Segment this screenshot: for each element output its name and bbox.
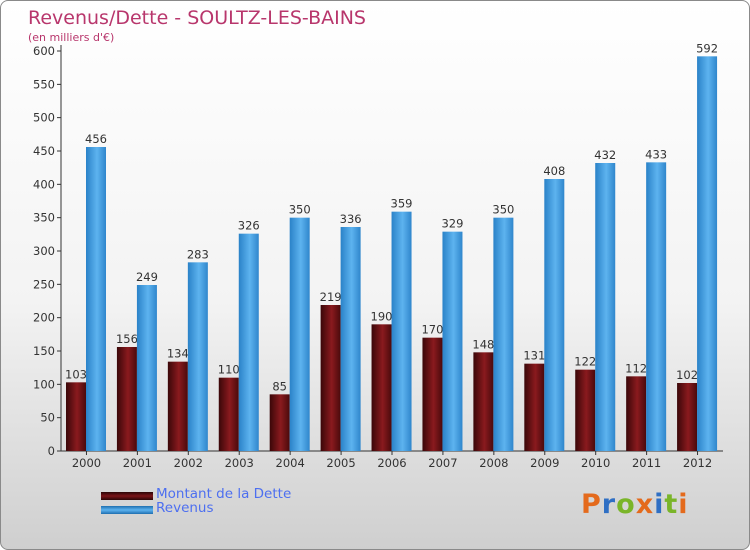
data-label-revenue: 433: [645, 147, 667, 161]
y-tick-label: 250: [33, 277, 55, 291]
data-label-revenue: 329: [441, 217, 463, 231]
logo-letter: P: [581, 489, 602, 520]
y-tick-label: 100: [33, 377, 55, 391]
logo-letter: i: [654, 489, 665, 520]
bar-debt: [218, 377, 239, 451]
proxiti-logo: Proxiti: [581, 489, 689, 520]
data-label-debt: 102: [676, 368, 698, 382]
data-label-debt: 85: [272, 379, 287, 393]
y-tick-label: 50: [40, 411, 55, 425]
data-label-debt: 170: [421, 323, 443, 337]
x-tick-label: 2012: [683, 456, 712, 470]
y-tick-label: 200: [33, 311, 55, 325]
x-tick-label: 2002: [174, 456, 203, 470]
data-label-revenue: 456: [85, 132, 107, 146]
bar-revenue: [187, 262, 208, 451]
data-label-revenue: 592: [696, 41, 718, 55]
bar-revenue: [136, 285, 157, 451]
bar-debt: [320, 305, 341, 451]
logo-letter: r: [601, 489, 617, 520]
data-label-debt: 190: [371, 309, 393, 323]
y-tick-label: 550: [33, 77, 55, 91]
x-tick-label: 2003: [225, 456, 254, 470]
legend-label-revenue: Revenus: [156, 500, 214, 516]
x-tick-label: 2008: [479, 456, 508, 470]
data-label-revenue: 336: [340, 212, 362, 226]
bar-revenue: [238, 233, 259, 451]
logo-letter: o: [616, 489, 636, 520]
bar-debt: [473, 352, 494, 451]
x-tick-label: 2009: [530, 456, 559, 470]
logo-letter: x: [635, 489, 655, 520]
x-tick-label: 2006: [377, 456, 406, 470]
bar-debt: [626, 376, 647, 451]
legend-swatch-revenue: [101, 506, 153, 514]
data-label-debt: 219: [320, 290, 342, 304]
y-tick-label: 300: [33, 244, 55, 258]
y-tick-label: 600: [33, 44, 55, 58]
data-label-debt: 112: [625, 361, 647, 375]
data-label-revenue: 283: [187, 247, 209, 261]
data-label-revenue: 350: [492, 203, 514, 217]
y-tick-label: 350: [33, 211, 55, 225]
bar-debt: [269, 394, 290, 451]
data-label-debt: 103: [65, 367, 87, 381]
bar-revenue: [544, 179, 565, 451]
x-tick-label: 2000: [72, 456, 101, 470]
bar-debt: [66, 382, 86, 451]
data-label-revenue: 326: [238, 219, 260, 233]
data-label-revenue: 249: [136, 270, 158, 284]
bar-debt: [371, 324, 392, 451]
bar-revenue: [442, 231, 463, 451]
data-label-debt: 131: [523, 349, 545, 363]
logo-letter: t: [664, 489, 679, 520]
chart-subtitle: (en milliers d'€): [28, 31, 115, 44]
x-tick-label: 2007: [428, 456, 457, 470]
bar-debt: [524, 363, 545, 451]
data-label-revenue: 408: [543, 164, 565, 178]
data-label-debt: 134: [167, 347, 189, 361]
data-label-debt: 148: [472, 337, 494, 351]
bar-debt: [167, 361, 188, 451]
legend-swatch-debt: [101, 492, 153, 500]
y-tick-label: 150: [33, 344, 55, 358]
x-tick-label: 2010: [581, 456, 610, 470]
bar-revenue: [289, 217, 310, 451]
legend-label-debt: Montant de la Dette: [156, 486, 292, 502]
bar-chart: 0 50 100 150 200 250 300 350 400 450 500 550 600 2000…: [33, 41, 723, 470]
bar-debt: [677, 383, 698, 451]
x-tick-label: 2005: [326, 456, 355, 470]
x-tick-label: 2001: [123, 456, 152, 470]
data-label-revenue: 359: [391, 197, 413, 211]
data-label-debt: 110: [218, 363, 240, 377]
y-tick-label: 0: [48, 444, 55, 458]
data-label-revenue: 432: [594, 148, 616, 162]
bar-revenue: [86, 147, 106, 451]
bar-debt: [116, 347, 137, 451]
y-tick-label: 500: [33, 111, 55, 125]
bar-revenue: [340, 227, 361, 451]
bar-revenue: [391, 211, 412, 451]
data-label-revenue: 350: [289, 203, 311, 217]
bar-revenue: [697, 56, 718, 451]
x-tick-label: 2011: [632, 456, 661, 470]
y-tick-label: 400: [33, 177, 55, 191]
data-label-debt: 156: [116, 332, 138, 346]
x-tick-label: 2004: [276, 456, 305, 470]
bar-revenue: [646, 162, 667, 452]
chart-title: Revenus/Dette - SOULTZ-LES-BAINS: [28, 7, 366, 29]
bar-revenue: [493, 217, 514, 451]
y-tick-label: 450: [33, 144, 55, 158]
data-label-debt: 122: [574, 355, 596, 369]
logo-letter: i: [678, 489, 689, 520]
bar-debt: [575, 369, 596, 451]
bar-debt: [422, 337, 443, 451]
bar-revenue: [595, 163, 616, 451]
